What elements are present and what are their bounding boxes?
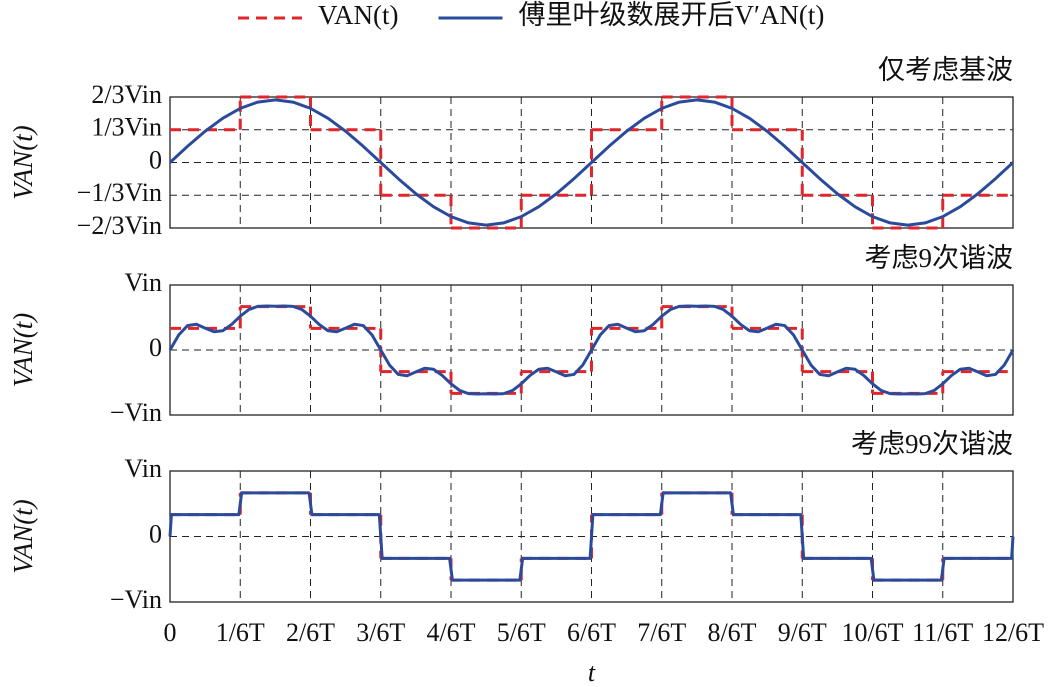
x-tick-label: 9/6T (778, 618, 827, 647)
x-axis-label: t (588, 658, 596, 687)
x-tick-label: 5/6T (497, 618, 546, 647)
x-tick-label: 7/6T (637, 618, 686, 647)
x-tick-label: 6/6T (567, 618, 616, 647)
legend-label: VAN(t) (318, 0, 399, 30)
y-tick-label: −2/3Vin (77, 211, 162, 240)
y-axis-label: VAN(t) (8, 499, 38, 573)
x-tick-label: 8/6T (707, 618, 756, 647)
subplot-title: 考虑99次谐波 (851, 429, 1013, 459)
fourier-curve (168, 304, 1015, 396)
y-tick-label: −1/3Vin (77, 178, 162, 207)
subplot-title: 仅考虑基波 (878, 55, 1013, 85)
y-tick-label: 0 (149, 519, 162, 548)
subplot-title: 考虑9次谐波 (865, 243, 1014, 273)
y-axis-label: VAN(t) (8, 313, 38, 387)
y-axis-label: VAN(t) (8, 125, 38, 199)
legend-label: 傅里叶级数展开后V′AN(t) (519, 0, 825, 30)
x-tick-label: 3/6T (356, 618, 405, 647)
y-tick-label: −Vin (110, 398, 162, 427)
fourier-curve (168, 491, 1015, 582)
x-tick-label: 12/6T (982, 618, 1044, 647)
x-tick-label: 2/6T (286, 618, 335, 647)
y-tick-label: 0 (149, 145, 162, 174)
x-tick-label: 11/6T (912, 618, 973, 647)
x-tick-label: 0 (164, 618, 177, 647)
x-tick-label: 1/6T (216, 618, 265, 647)
x-tick-label: 4/6T (426, 618, 475, 647)
fourier-curve (168, 98, 1015, 227)
y-tick-label: 0 (149, 333, 162, 362)
y-tick-label: −Vin (110, 585, 162, 614)
y-tick-label: 2/3Vin (91, 80, 162, 109)
y-tick-label: 1/3Vin (91, 113, 162, 142)
y-tick-label: Vin (125, 268, 162, 297)
x-tick-label: 10/6T (841, 618, 903, 647)
y-tick-label: Vin (125, 454, 162, 483)
